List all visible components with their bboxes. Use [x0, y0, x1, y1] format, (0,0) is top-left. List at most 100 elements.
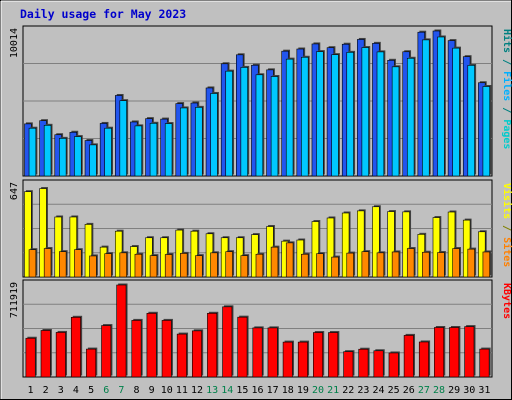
- bar-sites-28: [437, 252, 445, 278]
- bar-files-3: [59, 138, 67, 177]
- panel-2-ymax-label: 647: [9, 182, 20, 200]
- x-tick-label-21: 21: [327, 385, 339, 396]
- x-tick-label-28: 28: [433, 385, 445, 396]
- bar-sites-24: [376, 252, 385, 278]
- panel-3-legend: KBytes: [501, 283, 512, 319]
- bar-sites-31: [482, 251, 491, 278]
- x-tick-label-13: 13: [206, 385, 218, 396]
- bar-kbytes-19: [297, 341, 308, 378]
- bar-visits-22: [341, 212, 350, 278]
- x-tick-label-6: 6: [103, 385, 109, 396]
- bar-kbytes-1: [25, 337, 36, 378]
- bar-visits-29: [447, 211, 456, 278]
- x-tick-label-22: 22: [342, 385, 354, 396]
- legend-part: Visits: [501, 183, 512, 219]
- x-tick-label-12: 12: [191, 385, 203, 396]
- bar-kbytes-17: [267, 327, 278, 378]
- bar-sites-26: [406, 248, 415, 278]
- bar-kbytes-22: [343, 351, 354, 378]
- bar-sites-18: [285, 242, 294, 278]
- bar-files-26: [406, 57, 415, 177]
- bar-files-2: [43, 125, 52, 177]
- x-tick-label-29: 29: [448, 385, 460, 396]
- bar-files-16: [255, 74, 264, 177]
- bar-files-5: [89, 144, 97, 177]
- bar-sites-13: [210, 252, 218, 278]
- bar-sites-21: [331, 256, 339, 278]
- bar-kbytes-18: [282, 341, 293, 378]
- bar-visits-25: [387, 211, 395, 278]
- bar-files-7: [119, 100, 127, 177]
- x-tick-label-23: 23: [357, 385, 369, 396]
- bar-files-10: [164, 123, 173, 177]
- bar-visits-4: [69, 216, 78, 278]
- bar-files-4: [74, 136, 82, 177]
- bar-kbytes-27: [418, 341, 429, 378]
- bar-kbytes-9: [146, 312, 157, 378]
- bar-kbytes-28: [434, 327, 445, 378]
- x-tick-label-19: 19: [297, 385, 309, 396]
- bar-sites-3: [59, 251, 67, 278]
- bar-sites-7: [119, 252, 127, 278]
- bar-kbytes-7: [116, 284, 127, 378]
- bar-visits-1: [24, 191, 32, 278]
- x-tick-label-25: 25: [388, 385, 400, 396]
- bar-kbytes-24: [373, 350, 384, 378]
- bar-sites-17: [270, 246, 279, 278]
- bar-sites-19: [301, 253, 309, 278]
- bar-visits-24: [372, 206, 380, 278]
- x-tick-label-14: 14: [221, 385, 233, 396]
- bar-sites-10: [164, 254, 173, 278]
- bar-sites-9: [149, 255, 158, 278]
- x-tick-label-2: 2: [43, 385, 49, 396]
- x-tick-label-20: 20: [312, 385, 324, 396]
- panel-2-legend: Visits / Sites: [501, 183, 512, 267]
- bar-files-15: [240, 67, 248, 177]
- bar-kbytes-2: [40, 330, 51, 378]
- bar-sites-30: [467, 248, 475, 278]
- bar-sites-20: [316, 253, 324, 278]
- chart-title: Daily usage for May 2023: [20, 7, 187, 21]
- bar-files-27: [422, 39, 430, 177]
- bar-kbytes-25: [388, 352, 399, 378]
- bar-files-1: [28, 127, 37, 177]
- legend-part: Sites: [501, 237, 512, 267]
- x-tick-label-7: 7: [118, 385, 124, 396]
- bar-sites-5: [89, 255, 97, 278]
- bar-files-17: [270, 76, 279, 177]
- bar-visits-5: [84, 224, 93, 278]
- x-tick-label-24: 24: [373, 385, 385, 396]
- x-tick-label-3: 3: [58, 385, 64, 396]
- bar-visits-2: [39, 188, 47, 278]
- bar-files-11: [180, 107, 188, 177]
- bar-sites-12: [195, 255, 203, 278]
- bar-visits-28: [432, 217, 441, 278]
- legend-part: /: [501, 219, 512, 237]
- bar-sites-29: [452, 248, 460, 278]
- bar-sites-27: [422, 251, 430, 278]
- x-tick-label-4: 4: [73, 385, 79, 396]
- bar-sites-22: [346, 252, 354, 278]
- x-tick-label-16: 16: [251, 385, 263, 396]
- bar-files-9: [149, 122, 158, 177]
- bar-sites-8: [134, 253, 143, 278]
- bar-kbytes-23: [358, 348, 369, 378]
- bar-kbytes-5: [86, 348, 97, 378]
- bar-files-28: [437, 36, 445, 177]
- bar-kbytes-20: [313, 332, 324, 378]
- x-tick-label-15: 15: [236, 385, 248, 396]
- bar-kbytes-4: [70, 316, 81, 378]
- bar-kbytes-13: [207, 312, 218, 378]
- bar-visits-3: [54, 216, 62, 278]
- bar-files-20: [316, 51, 324, 177]
- bar-files-31: [482, 86, 491, 177]
- x-tick-label-1: 1: [28, 385, 34, 396]
- bar-sites-14: [225, 251, 233, 278]
- bar-files-8: [134, 125, 143, 177]
- bar-kbytes-8: [131, 320, 142, 378]
- legend-part: KBytes: [501, 283, 512, 319]
- bar-kbytes-10: [161, 320, 172, 378]
- x-tick-label-5: 5: [88, 385, 94, 396]
- x-tick-label-10: 10: [161, 385, 173, 396]
